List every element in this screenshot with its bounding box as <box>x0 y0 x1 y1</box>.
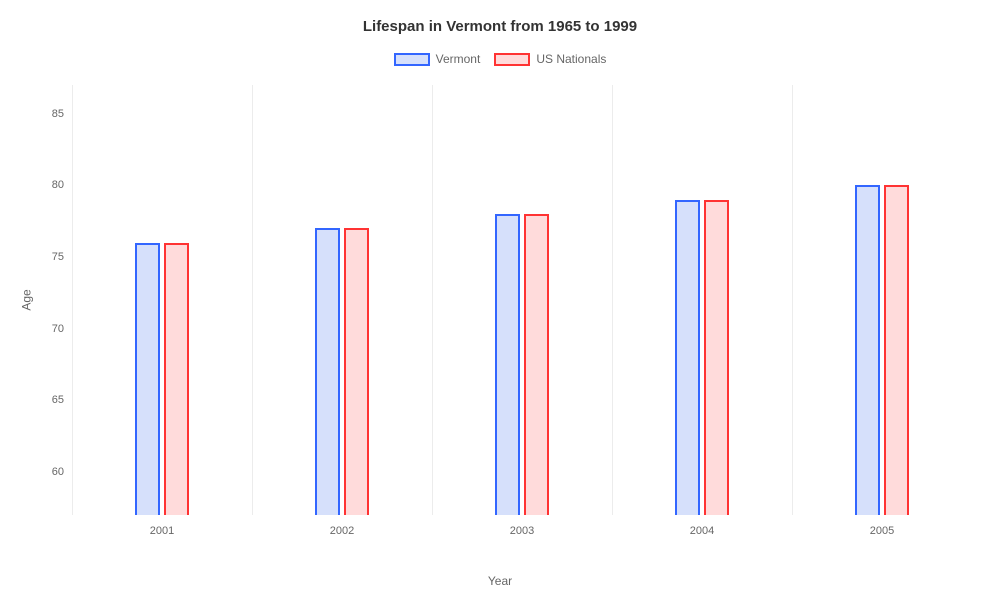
bar <box>884 185 908 515</box>
x-tick-label: 2002 <box>330 515 354 537</box>
legend-label-vermont: Vermont <box>436 52 481 66</box>
legend-item-vermont: Vermont <box>394 52 481 66</box>
lifespan-chart: Lifespan in Vermont from 1965 to 1999 Ve… <box>0 0 1000 600</box>
grid-line <box>612 85 613 515</box>
legend-swatch-us-nationals <box>494 53 530 66</box>
x-tick-label: 2003 <box>510 515 534 537</box>
x-tick-label: 2001 <box>150 515 174 537</box>
bar <box>315 228 339 515</box>
legend-swatch-vermont <box>394 53 430 66</box>
x-tick-label: 2004 <box>690 515 714 537</box>
bar <box>344 228 368 515</box>
chart-title: Lifespan in Vermont from 1965 to 1999 <box>0 18 1000 35</box>
bar <box>675 200 699 515</box>
y-tick-label: 60 <box>52 466 72 478</box>
grid-line <box>792 85 793 515</box>
y-tick-label: 80 <box>52 179 72 191</box>
grid-line <box>252 85 253 515</box>
plot-left-border <box>72 85 73 515</box>
bar <box>855 185 879 515</box>
y-tick-label: 75 <box>52 251 72 263</box>
bar <box>704 200 728 515</box>
bar <box>135 243 159 515</box>
plot-area: 60657075808520012002200320042005 <box>72 85 972 515</box>
chart-legend: Vermont US Nationals <box>0 52 1000 66</box>
legend-item-us-nationals: US Nationals <box>494 52 606 66</box>
x-axis-label: Year <box>0 574 1000 588</box>
bar <box>495 214 519 515</box>
y-tick-label: 65 <box>52 394 72 406</box>
bar <box>524 214 548 515</box>
y-axis-label: Age <box>20 289 34 310</box>
x-tick-label: 2005 <box>870 515 894 537</box>
y-tick-label: 85 <box>52 108 72 120</box>
legend-label-us-nationals: US Nationals <box>536 52 606 66</box>
bar <box>164 243 188 515</box>
grid-line <box>432 85 433 515</box>
y-tick-label: 70 <box>52 323 72 335</box>
